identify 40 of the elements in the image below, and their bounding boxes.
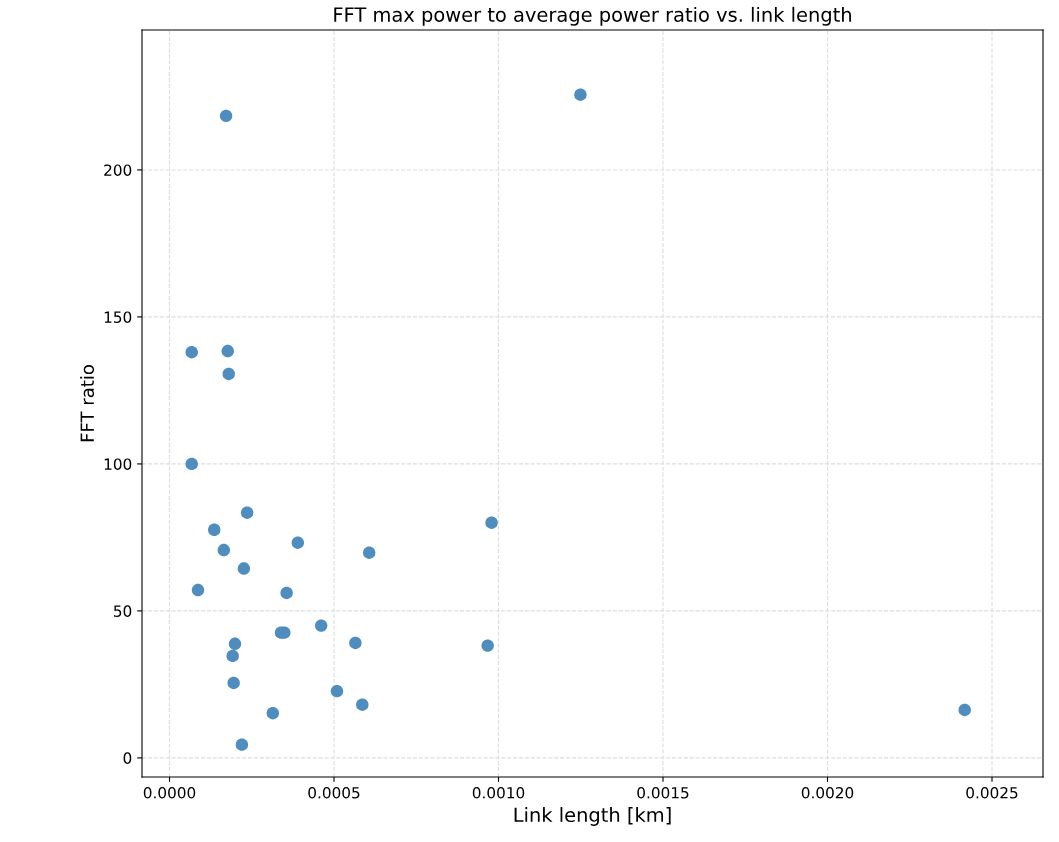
x-axis-title: Link length [km]: [514, 807, 671, 826]
point: [280, 586, 293, 600]
point: [219, 109, 233, 123]
point: [235, 738, 249, 751]
y-tick-label: 50: [114, 605, 132, 617]
x-tick-label: 0.0025: [966, 786, 1018, 799]
y-tick-label: 150: [104, 311, 132, 323]
point: [349, 636, 362, 650]
x-tick-label: 0.0010: [472, 786, 525, 799]
x-tick-label: 0.0005: [308, 786, 360, 799]
point: [481, 639, 494, 652]
x-tick-label: 0.0000: [143, 786, 196, 799]
point: [185, 345, 198, 359]
point: [266, 707, 280, 720]
point: [208, 523, 221, 536]
point: [314, 619, 328, 632]
x-tick-label: 0.0015: [637, 786, 689, 799]
point: [237, 562, 251, 575]
x-tick-label: 0.0020: [801, 786, 854, 799]
point: [221, 344, 234, 358]
point: [574, 88, 587, 101]
point: [291, 536, 305, 549]
y-tick-label: 200: [104, 164, 132, 176]
point: [228, 637, 242, 651]
point: [191, 583, 205, 597]
point: [356, 698, 369, 711]
y-tick-label: 0: [123, 752, 132, 764]
chart-title: FFT max power to average power ratio vs. link length: [334, 6, 851, 26]
point: [485, 516, 498, 529]
point: [363, 546, 376, 559]
point: [958, 703, 971, 717]
y-axis-title: FFT ratio: [80, 365, 95, 442]
point: [240, 506, 254, 519]
point: [227, 676, 240, 690]
point: [226, 649, 239, 663]
point: [222, 367, 235, 381]
point: [330, 684, 344, 698]
point: [185, 457, 198, 471]
y-tick-label: 100: [104, 458, 132, 470]
point: [217, 543, 230, 557]
